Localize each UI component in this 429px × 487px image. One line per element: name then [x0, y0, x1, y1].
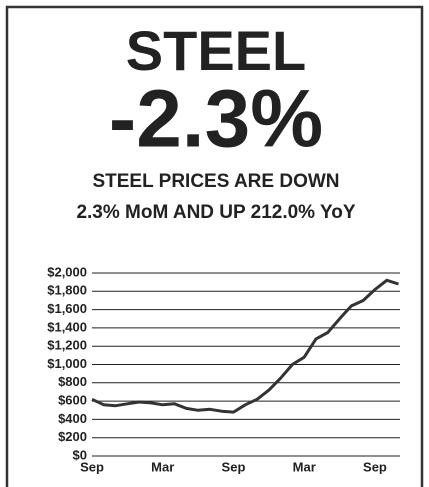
subtitle: 2.3% MoM AND UP 212.0% YoY — [76, 202, 355, 223]
x-tick-label: Sep — [222, 459, 246, 474]
y-tick-label: $0 — [73, 447, 87, 462]
chart-title: STEEL — [126, 19, 306, 82]
x-tick-label: Sep — [80, 459, 104, 474]
headline: -2.3% — [109, 74, 323, 165]
y-tick-label: $800 — [58, 374, 87, 389]
y-tick-label: $400 — [58, 411, 87, 426]
x-tick-label: Mar — [293, 459, 316, 474]
y-tick-label: $1,000 — [47, 356, 87, 371]
y-tick-label: $200 — [58, 429, 87, 444]
frame — [5, 5, 424, 487]
y-tick-label: $600 — [58, 393, 87, 408]
y-tick-label: $1,200 — [47, 338, 87, 353]
subtitle: STEEL PRICES ARE DOWN — [92, 171, 339, 192]
y-tick-label: $1,800 — [47, 283, 87, 298]
y-tick-label: $1,400 — [47, 319, 87, 334]
y-tick-label: $2,000 — [47, 264, 87, 279]
x-tick-label: Sep — [363, 459, 387, 474]
y-tick-label: $1,600 — [47, 301, 87, 316]
price-line — [91, 278, 399, 414]
x-tick-label: Mar — [151, 459, 174, 474]
